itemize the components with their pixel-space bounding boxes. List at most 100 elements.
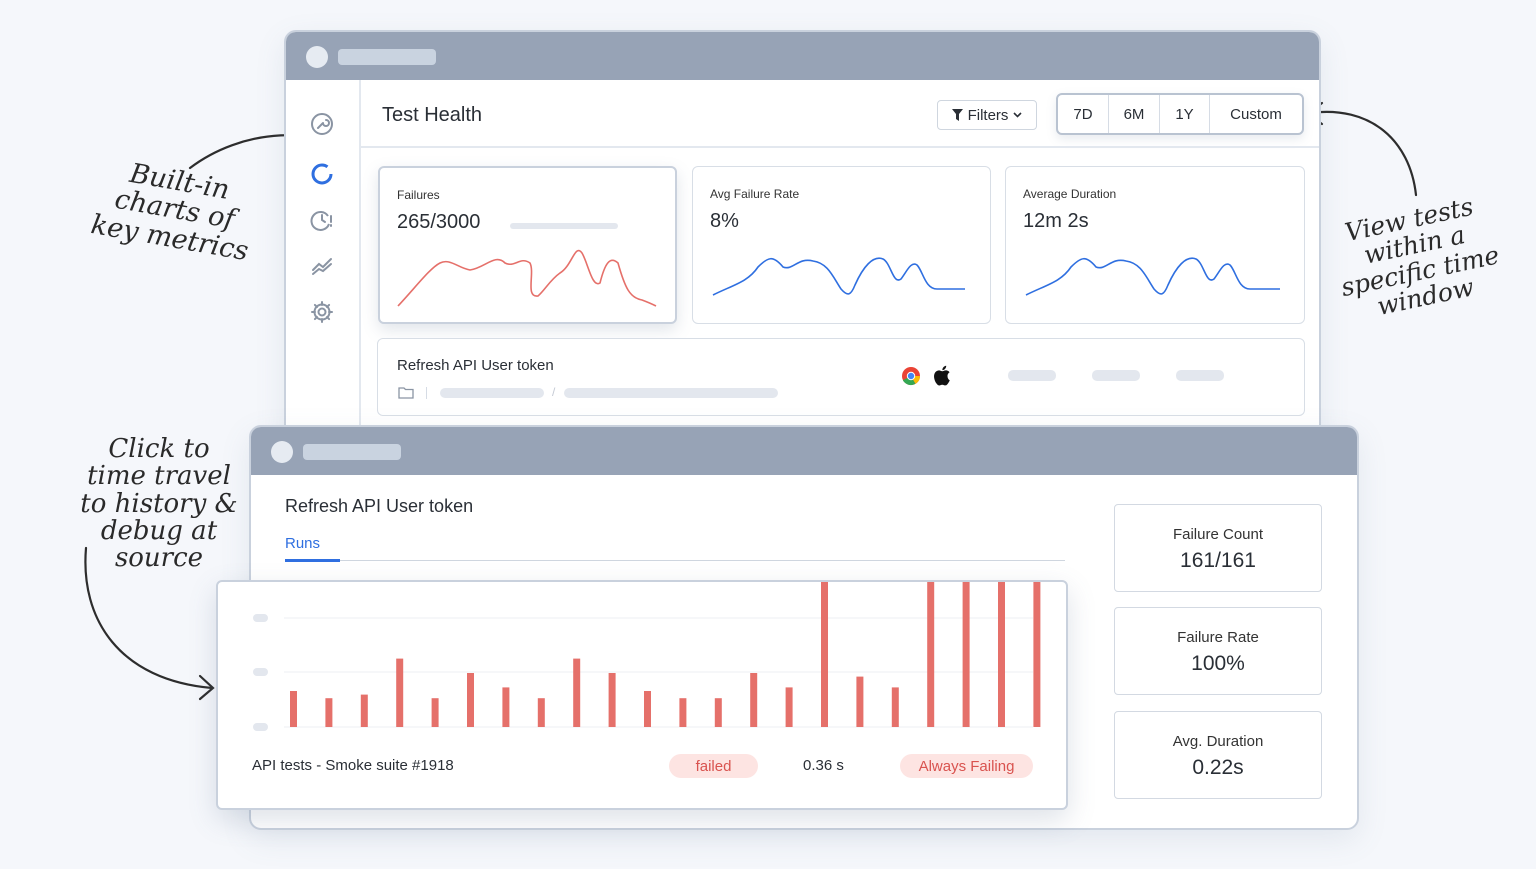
tab-runs[interactable]: Runs [285, 535, 321, 552]
chart-gridlines [253, 614, 1033, 731]
arrowhead-runs [198, 674, 215, 701]
metric-label: Avg Failure Rate [710, 187, 800, 201]
arrow-to-runs [84, 546, 214, 690]
stat-card-failure-count: Failure Count 161/161 [1114, 504, 1322, 592]
always-failing-badge: Always Failing [900, 754, 1033, 778]
range-7d-button[interactable]: 7D [1058, 95, 1109, 133]
row-path-slash: / [552, 385, 556, 399]
window-dot[interactable] [271, 441, 293, 463]
time-range-selector: 7D 6M 1Y Custom [1056, 93, 1304, 135]
chart-bar[interactable] [467, 673, 474, 727]
tab-active-indicator [285, 559, 340, 562]
sidebar [286, 80, 361, 438]
annotation-line: source [114, 543, 204, 574]
chart-bar[interactable] [644, 691, 651, 727]
chart-bar[interactable] [962, 582, 970, 727]
chart-bar[interactable] [750, 673, 758, 727]
row-skeleton [1176, 370, 1224, 381]
filters-label: Filters [967, 106, 1009, 124]
chart-bar[interactable] [325, 698, 333, 727]
trend-icon[interactable] [310, 254, 334, 278]
range-6m-button[interactable]: 6M [1109, 95, 1160, 133]
metric-value: 265/3000 [397, 211, 481, 233]
timer-alert-icon[interactable] [310, 208, 334, 232]
stat-card-avg-duration: Avg. Duration 0.22s [1114, 711, 1322, 799]
axis-tick-skeleton [253, 614, 268, 622]
arrow-to-ranges [1308, 110, 1418, 197]
dashboard-window: Test Health Filters 7D 6M 1Y Custom Fail… [284, 30, 1321, 440]
apple-icon [934, 365, 950, 386]
window-titlebar [251, 427, 1357, 475]
window-title-placeholder [338, 49, 436, 65]
chart-bar[interactable] [573, 658, 581, 727]
row-skeleton [564, 388, 778, 398]
stat-value: 0.22s [1192, 756, 1244, 779]
run-duration: 0.36 s [803, 757, 844, 774]
folder-icon [398, 387, 414, 399]
annotation-line: debug at [100, 515, 218, 546]
detail-title: Refresh API User token [285, 496, 474, 516]
runs-bar-chart [253, 582, 1041, 731]
annotation-time-travel: Click to time travel to history & debug … [74, 434, 244, 574]
chart-bar[interactable] [927, 582, 935, 727]
window-title-placeholder [303, 444, 401, 460]
range-1y-button[interactable]: 1Y [1160, 95, 1210, 133]
test-row[interactable]: Refresh API User token / [377, 338, 1305, 416]
gear-icon[interactable] [310, 300, 334, 324]
chart-bar[interactable] [608, 673, 616, 727]
filters-button[interactable]: Filters [937, 100, 1037, 130]
run-row-card[interactable]: API tests - Smoke suite #1918 failed 0.3… [216, 580, 1068, 810]
run-name: API tests - Smoke suite #1918 [252, 757, 454, 774]
chrome-icon [902, 367, 920, 386]
tabs-divider [285, 560, 1065, 561]
annotation-line: time travel [87, 461, 231, 492]
metric-value: 8% [710, 210, 739, 232]
chart-bar[interactable] [821, 582, 828, 727]
metric-skeleton-bar [510, 223, 618, 229]
failure-rate-sparkline [712, 257, 965, 296]
chart-bar[interactable] [537, 698, 545, 727]
row-separator [426, 387, 427, 399]
donut-chart-icon[interactable] [310, 162, 334, 186]
range-custom-button[interactable]: Custom [1230, 105, 1282, 123]
chart-bar[interactable] [679, 698, 687, 727]
stat-label: Avg. Duration [1172, 733, 1264, 750]
chart-bar[interactable] [891, 687, 899, 727]
metric-label: Average Duration [1023, 187, 1117, 201]
metric-card-failures[interactable]: Failures 265/3000 [378, 166, 677, 324]
chart-bar[interactable] [998, 582, 1005, 727]
stat-value: 100% [1191, 652, 1245, 675]
chart-bar[interactable] [1033, 582, 1041, 727]
chart-bar[interactable] [360, 694, 368, 727]
stat-card-failure-rate: Failure Rate 100% [1114, 607, 1322, 695]
stat-label: Failure Count [1172, 526, 1264, 543]
chart-bar[interactable] [856, 676, 864, 727]
metric-card-average-duration[interactable]: Average Duration 12m 2s [1005, 166, 1305, 324]
metric-label: Failures [397, 188, 440, 202]
stat-label: Failure Rate [1177, 629, 1259, 646]
annotation-line: Click to [108, 434, 210, 464]
window-dot[interactable] [306, 46, 328, 68]
axis-tick-skeleton [253, 723, 268, 731]
chart-bar[interactable] [396, 658, 404, 727]
failures-sparkline [397, 249, 657, 307]
header-divider [361, 146, 1319, 148]
annotation-line: to history & [80, 488, 238, 519]
chart-bar[interactable] [502, 687, 510, 727]
page-title: Test Health [382, 104, 483, 126]
chart-bar[interactable] [785, 687, 793, 727]
row-skeleton [1092, 370, 1140, 381]
axis-tick-skeleton [253, 668, 268, 676]
chart-bar[interactable] [714, 698, 722, 727]
metric-card-avg-failure-rate[interactable]: Avg Failure Rate 8% [692, 166, 991, 324]
wrench-icon[interactable] [310, 112, 334, 136]
metric-value: 12m 2s [1023, 210, 1089, 232]
chart-bars [290, 582, 1041, 727]
chart-bar[interactable] [290, 691, 297, 727]
chevron-down-icon [1013, 112, 1022, 118]
window-titlebar [286, 32, 1319, 80]
funnel-icon [951, 109, 963, 121]
duration-sparkline [1025, 257, 1280, 296]
test-row-title: Refresh API User token [397, 357, 554, 374]
chart-bar[interactable] [431, 698, 439, 727]
